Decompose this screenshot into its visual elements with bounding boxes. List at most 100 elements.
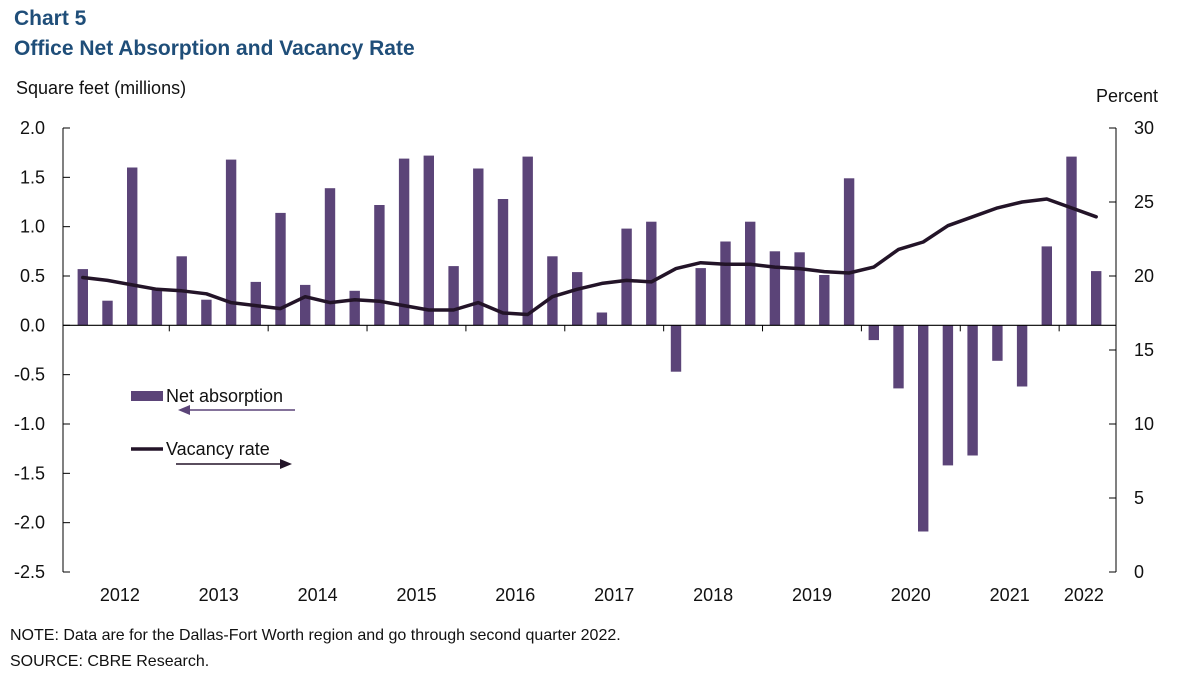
vacancy-rate-series-line [81, 197, 1098, 317]
source-note: SOURCE: CBRE Research. [10, 653, 210, 670]
legend-left-arrowhead-icon [178, 405, 190, 415]
net-absorption-bar [522, 156, 533, 326]
x-axis-year-label: 2013 [199, 585, 239, 605]
vacancy-rate-point [81, 276, 85, 279]
right-axis-tick-label: 20 [1134, 266, 1154, 286]
net-absorption-bar [1016, 325, 1028, 387]
net-absorption-bar [225, 159, 237, 326]
net-absorption-bar [819, 275, 830, 326]
net-absorption-bar [398, 158, 410, 326]
legend-right-arrowhead-icon [280, 459, 292, 469]
vacancy-rate-point [551, 295, 554, 298]
net-absorption-bar [918, 325, 929, 532]
net-absorption-bar [868, 325, 879, 341]
vacancy-rate-point [452, 308, 455, 312]
net-absorption-bar [349, 290, 360, 326]
vacancy-rate-point [724, 263, 727, 266]
x-axis-year-label: 2017 [594, 585, 634, 605]
legend: Net absorption Vacancy rate [131, 386, 295, 469]
left-axis-tick-label: -2.5 [14, 562, 45, 582]
net-absorption-bar [992, 325, 1003, 361]
left-axis-tick-label: 1.5 [20, 167, 45, 187]
right-axis-tick-label: 5 [1134, 488, 1144, 508]
vacancy-rate-point [501, 311, 505, 315]
net-absorption-bar [893, 325, 904, 389]
right-axis-tick-label: 0 [1134, 562, 1144, 582]
net-absorption-bar [572, 272, 583, 326]
right-axis-unit-label: Percent [1095, 86, 1158, 106]
right-axis-tick-label: 25 [1134, 192, 1154, 212]
net-absorption-bar [596, 312, 608, 326]
vacancy-rate-point [650, 280, 653, 284]
x-axis-year-label: 2015 [396, 585, 436, 605]
net-absorption-bar [1066, 156, 1077, 326]
x-axis-year-label: 2014 [298, 585, 338, 605]
vacancy-rate-point [971, 215, 974, 218]
left-axis-tick-label: -1.0 [14, 414, 45, 434]
net-absorption-bar [77, 269, 88, 326]
left-axis-tick-label: -2.0 [14, 513, 45, 533]
vacancy-rate-line [81, 197, 1098, 317]
net-absorption-bar [1091, 271, 1102, 326]
left-axis-tick-label: 1.0 [20, 217, 45, 237]
vacancy-rate-point [229, 301, 233, 304]
vacancy-rate-point [897, 248, 900, 251]
legend-vacancy-rate-label: Vacancy rate [166, 439, 270, 459]
vacancy-rate-point [699, 261, 702, 264]
net-absorption-bar [127, 167, 138, 326]
left-axis-tick-label: 2.0 [20, 118, 45, 138]
net-absorption-bar [670, 325, 682, 372]
net-absorption-bar [547, 256, 558, 326]
x-axis-year-label: 2020 [891, 585, 931, 605]
vacancy-rate-point [823, 270, 826, 273]
left-axis-tick-label: -0.5 [14, 365, 45, 385]
legend-bar-swatch [131, 391, 163, 401]
vacancy-rate-point [674, 267, 678, 270]
vacancy-rate-point [353, 298, 356, 301]
vacancy-rate-point [378, 300, 381, 303]
vacancy-rate-point [526, 313, 529, 316]
vacancy-rate-point [427, 308, 430, 312]
vacancy-rate-point [402, 304, 406, 307]
vacancy-rate-point [254, 304, 257, 307]
net-absorption-bar [324, 188, 336, 326]
vacancy-rate-point [328, 301, 332, 304]
net-absorption-bar [250, 281, 261, 326]
x-axis-year-label: 2016 [495, 585, 535, 605]
vacancy-rate-point [847, 271, 851, 275]
net-absorption-bar [448, 266, 459, 326]
left-axis-tick-label: -1.5 [14, 463, 45, 483]
net-absorption-bar [745, 221, 756, 326]
net-absorption-bar [300, 284, 311, 326]
net-absorption-bars [77, 155, 1102, 532]
net-absorption-bar [151, 289, 163, 326]
vacancy-rate-point [131, 283, 134, 287]
x-axis-year-label: 2018 [693, 585, 733, 605]
net-absorption-bar [473, 168, 484, 326]
vacancy-rate-point [477, 301, 480, 304]
vacancy-rate-point [575, 288, 579, 291]
vacancy-rate-point [773, 265, 777, 269]
vacancy-rate-point [1020, 200, 1024, 204]
vacancy-rate-point [304, 295, 307, 298]
x-axis-year-label: 2019 [792, 585, 832, 605]
x-axis-year-label: 2012 [100, 585, 140, 605]
left-axis-unit-label: Square feet (millions) [16, 78, 187, 98]
net-absorption-bar [275, 212, 286, 326]
legend-net-absorption-label: Net absorption [166, 386, 283, 406]
vacancy-rate-point [600, 282, 604, 285]
vacancy-rate-point [798, 267, 801, 270]
net-absorption-bar [497, 199, 509, 326]
chart-number: Chart 5 [14, 7, 87, 30]
net-absorption-bar [967, 325, 978, 456]
vacancy-rate-point [922, 240, 925, 244]
vacancy-rate-point [180, 289, 183, 292]
net-absorption-bar [942, 325, 954, 466]
vacancy-rate-point [996, 206, 999, 210]
vacancy-rate-point [1095, 215, 1098, 218]
vacancy-rate-point [155, 288, 159, 291]
chart-axes: 2.0 1.5 1.0 0.5 0.0 -0.5 -1.0 -1.5 -2.0 -2.5 30 25 2… [14, 118, 1154, 605]
net-absorption-bar [720, 241, 731, 326]
x-axis-year-label: 2022 [1064, 585, 1104, 605]
